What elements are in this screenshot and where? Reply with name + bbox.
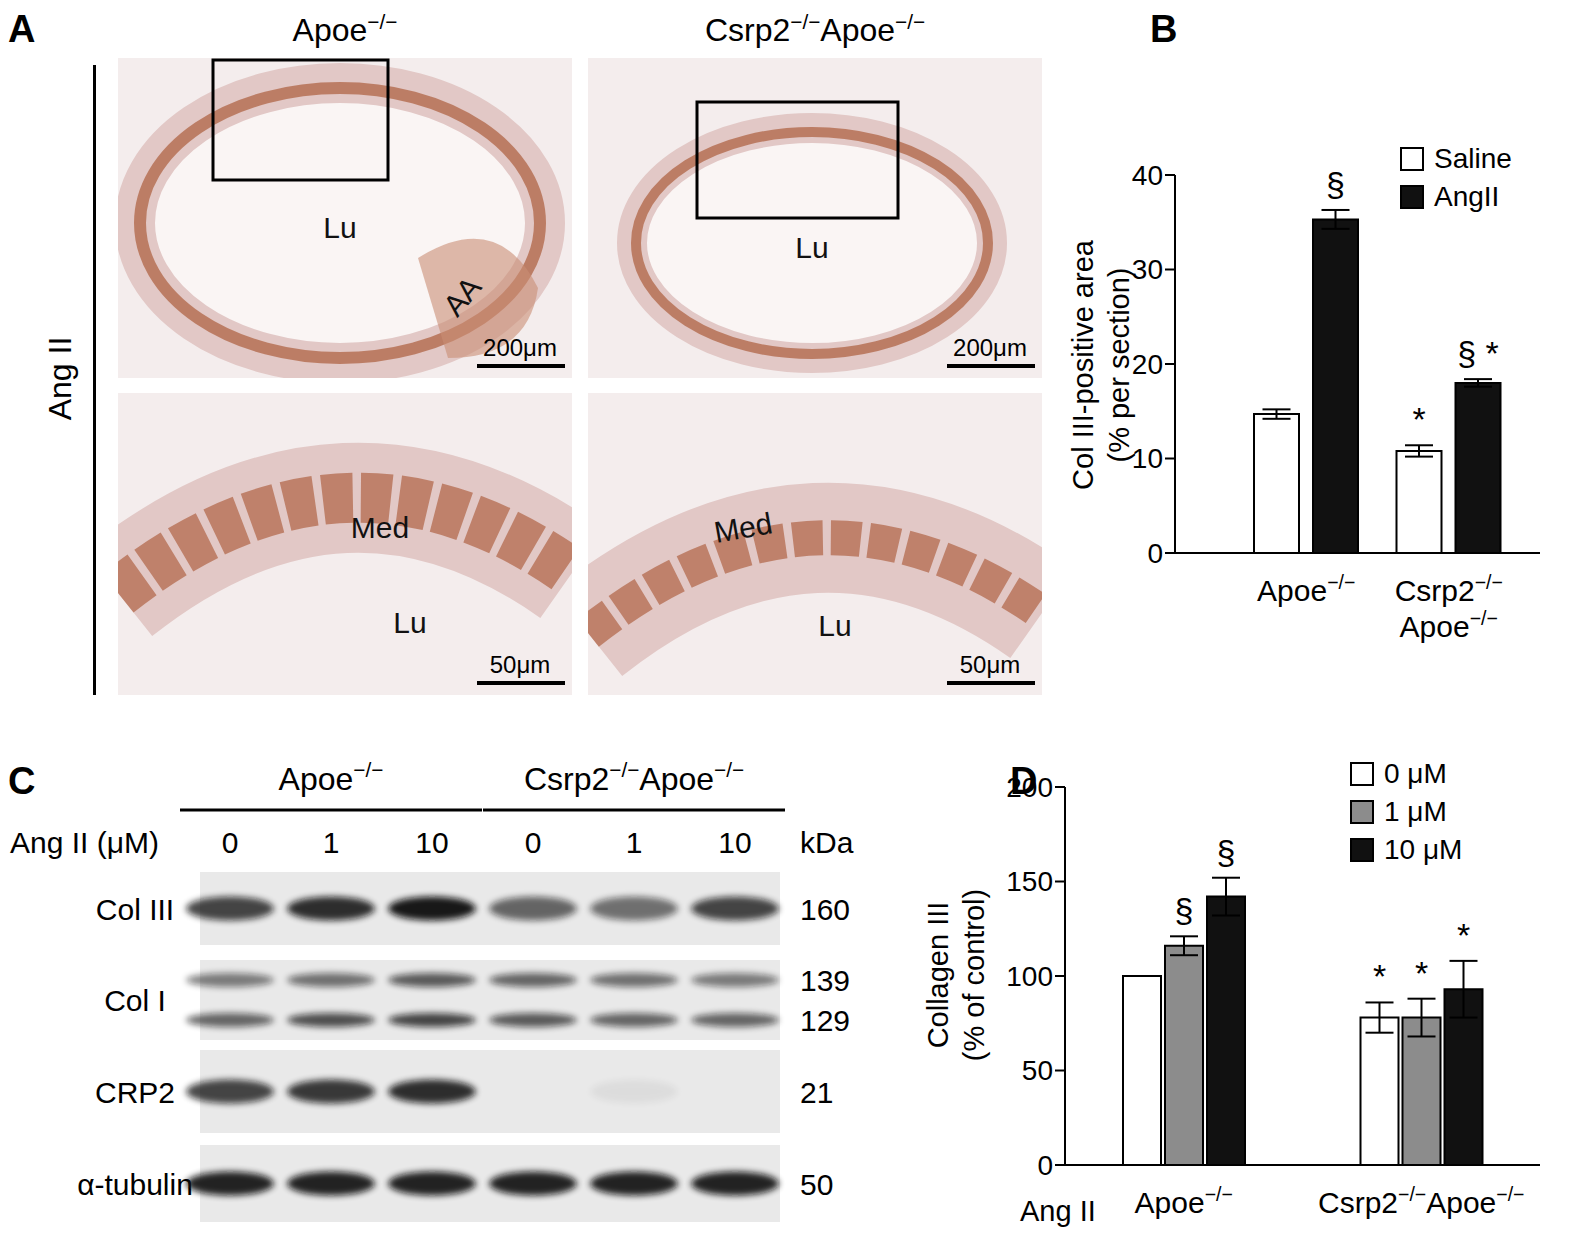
svg-text:10: 10: [1132, 443, 1163, 474]
svg-text:§: §: [1217, 833, 1236, 871]
svg-text:Lu: Lu: [795, 231, 828, 264]
svg-text:Med: Med: [351, 511, 409, 544]
svg-text:§: §: [1175, 891, 1194, 929]
svg-text:160: 160: [800, 893, 850, 926]
svg-text:Apoe−/−: Apoe−/−: [1257, 571, 1355, 607]
svg-text:129: 129: [800, 1004, 850, 1037]
svg-text:CRP2: CRP2: [95, 1076, 175, 1109]
svg-text:Csrp2−/−Apoe−/−: Csrp2−/−Apoe−/−: [524, 758, 744, 797]
svg-text:50: 50: [800, 1168, 833, 1201]
svg-text:100: 100: [1006, 961, 1053, 992]
svg-text:30: 30: [1132, 254, 1163, 285]
svg-text:Lu: Lu: [323, 211, 356, 244]
svg-text:*: *: [1412, 400, 1425, 438]
svg-text:Col III: Col III: [96, 893, 174, 926]
svg-text:§ *: § *: [1457, 334, 1499, 372]
svg-text:Apoe−/−: Apoe−/−: [279, 758, 384, 797]
svg-text:139: 139: [800, 964, 850, 997]
svg-text:Lu: Lu: [818, 609, 851, 642]
svg-text:Lu: Lu: [393, 606, 426, 639]
svg-text:*: *: [1373, 957, 1386, 995]
svg-text:50μm: 50μm: [960, 651, 1021, 678]
svg-text:50μm: 50μm: [490, 651, 551, 678]
svg-text:10: 10: [718, 826, 751, 859]
svg-text:150: 150: [1006, 866, 1053, 897]
svg-text:10: 10: [415, 826, 448, 859]
svg-text:0: 0: [525, 826, 542, 859]
svg-text:Apoe−/−: Apoe−/−: [1135, 1183, 1233, 1219]
svg-text:0: 0: [1037, 1150, 1053, 1181]
svg-text:Csrp2−/−: Csrp2−/−: [1395, 571, 1503, 607]
svg-text:200μm: 200μm: [953, 334, 1027, 361]
svg-text:21: 21: [800, 1076, 833, 1109]
svg-text:1: 1: [626, 826, 643, 859]
svg-text:α-tubulin: α-tubulin: [77, 1168, 193, 1201]
svg-text:Csrp2−/−Apoe−/−: Csrp2−/−Apoe−/−: [1318, 1183, 1525, 1219]
svg-text:AA: AA: [436, 270, 487, 322]
svg-text:Med: Med: [712, 506, 775, 549]
svg-text:200μm: 200μm: [483, 334, 557, 361]
svg-text:Ang II (μM): Ang II (μM): [10, 826, 159, 859]
svg-text:*: *: [1457, 916, 1470, 954]
svg-text:*: *: [1415, 954, 1428, 992]
svg-text:50: 50: [1022, 1055, 1053, 1086]
svg-text:Col I: Col I: [104, 984, 166, 1017]
svg-text:200: 200: [1006, 772, 1053, 803]
svg-text:§: §: [1326, 165, 1345, 203]
svg-text:1: 1: [323, 826, 340, 859]
svg-text:0: 0: [222, 826, 239, 859]
svg-text:0: 0: [1147, 538, 1163, 569]
svg-text:Apoe−/−: Apoe−/−: [1400, 607, 1498, 643]
svg-text:kDa: kDa: [800, 826, 854, 859]
svg-text:40: 40: [1132, 160, 1163, 191]
svg-text:20: 20: [1132, 349, 1163, 380]
